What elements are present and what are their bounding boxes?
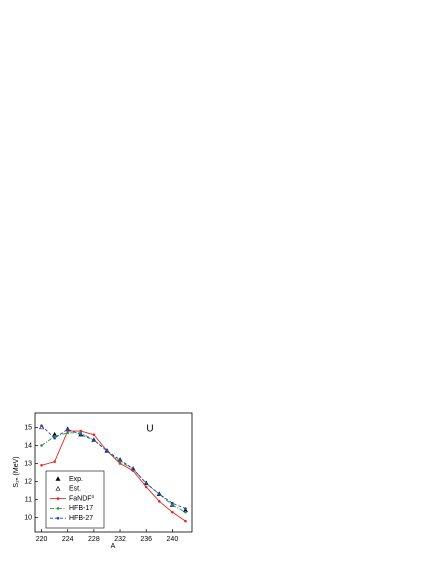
marker: [157, 492, 161, 496]
marker: [171, 510, 174, 514]
marker: [56, 516, 60, 520]
y-tick-label: 12: [24, 478, 32, 485]
marker: [92, 433, 96, 436]
marker: [144, 482, 148, 485]
marker: [66, 427, 70, 431]
marker: [53, 460, 56, 463]
marker: [184, 510, 187, 514]
marker: [56, 497, 60, 500]
plot-frame: [34, 412, 193, 533]
series-line: [41, 430, 186, 522]
x-tick-label: 224: [62, 536, 74, 543]
marker: [184, 519, 187, 523]
marker: [40, 424, 43, 427]
y-tick-label: 10: [24, 514, 32, 521]
y-tick-label: 13: [24, 460, 32, 467]
legend-label: HFB-17: [69, 505, 93, 512]
legend-label: FaNDF⁰: [69, 494, 95, 502]
marker: [55, 476, 61, 481]
marker: [118, 460, 122, 463]
annotation: U: [146, 424, 153, 435]
marker: [131, 467, 135, 471]
marker: [79, 431, 83, 435]
marker: [56, 507, 60, 510]
marker: [66, 429, 70, 433]
marker: [79, 429, 83, 433]
marker: [92, 438, 96, 442]
marker: [144, 485, 148, 489]
marker: [171, 501, 174, 505]
marker: [184, 507, 187, 510]
x-tick-label: 220: [36, 536, 48, 543]
y-tick-label: 11: [25, 496, 32, 503]
marker: [55, 486, 61, 491]
x-tick-label: 228: [88, 536, 100, 543]
x-axis-label: A: [111, 543, 116, 550]
y-tick-label: 15: [24, 424, 32, 431]
x-tick-label: 240: [167, 536, 179, 543]
legend-label: Exp.: [69, 476, 83, 483]
legend-label: Est.: [69, 486, 81, 493]
x-tick-label: 232: [114, 536, 126, 543]
marker: [118, 462, 122, 465]
y-axis-label: S₂ₙ (MeV): [13, 456, 20, 487]
marker: [40, 463, 43, 467]
marker: [171, 503, 174, 507]
marker: [157, 500, 161, 503]
marker: [53, 436, 56, 440]
legend-label: HFB-27: [69, 515, 93, 522]
marker: [105, 449, 109, 453]
series-line: [41, 425, 186, 509]
marker: [118, 458, 122, 462]
y-tick-label: 14: [24, 442, 32, 449]
x-tick-label: 236: [140, 536, 152, 543]
marker: [40, 444, 43, 447]
marker: [66, 431, 70, 435]
marker: [79, 433, 83, 436]
